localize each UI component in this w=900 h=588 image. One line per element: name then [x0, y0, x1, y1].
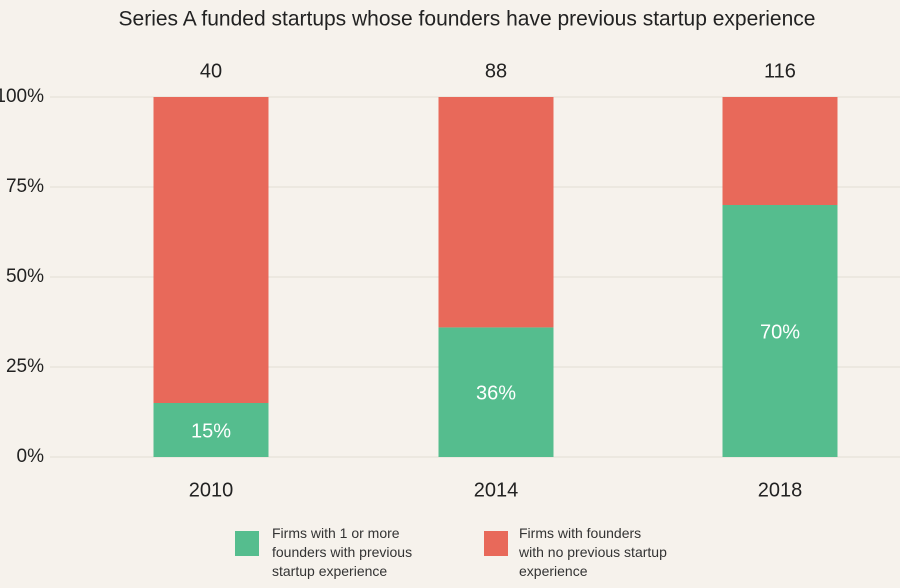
value-label: 36% [476, 382, 516, 404]
total-label: 88 [485, 60, 507, 82]
bar-segment [722, 97, 838, 205]
total-label: 40 [200, 60, 222, 82]
chart-title: Series A funded startups whose founders … [119, 8, 816, 31]
y-tick-label: 75% [6, 176, 44, 197]
bar-segment [438, 327, 554, 457]
y-tick-label: 0% [17, 446, 45, 467]
bar-segment [153, 97, 269, 403]
x-tick-label: 2018 [758, 479, 803, 501]
x-tick-label: 2014 [474, 479, 519, 501]
bar-segment [153, 403, 269, 457]
legend-label: Firms with 1 or more founders with previ… [272, 525, 413, 579]
y-tick-label: 100% [0, 86, 44, 107]
legend-label: Firms with founders with no previous sta… [519, 525, 667, 579]
total-label: 116 [764, 60, 796, 82]
legend-swatch [235, 531, 259, 556]
legend-swatch [484, 531, 508, 556]
y-tick-label: 50% [6, 266, 44, 287]
y-tick-label: 25% [6, 356, 44, 377]
x-tick-label: 2010 [189, 479, 234, 501]
value-label: 70% [760, 321, 800, 343]
value-label: 15% [191, 420, 231, 442]
bar-segment [438, 97, 554, 328]
bar-segment [722, 205, 838, 457]
